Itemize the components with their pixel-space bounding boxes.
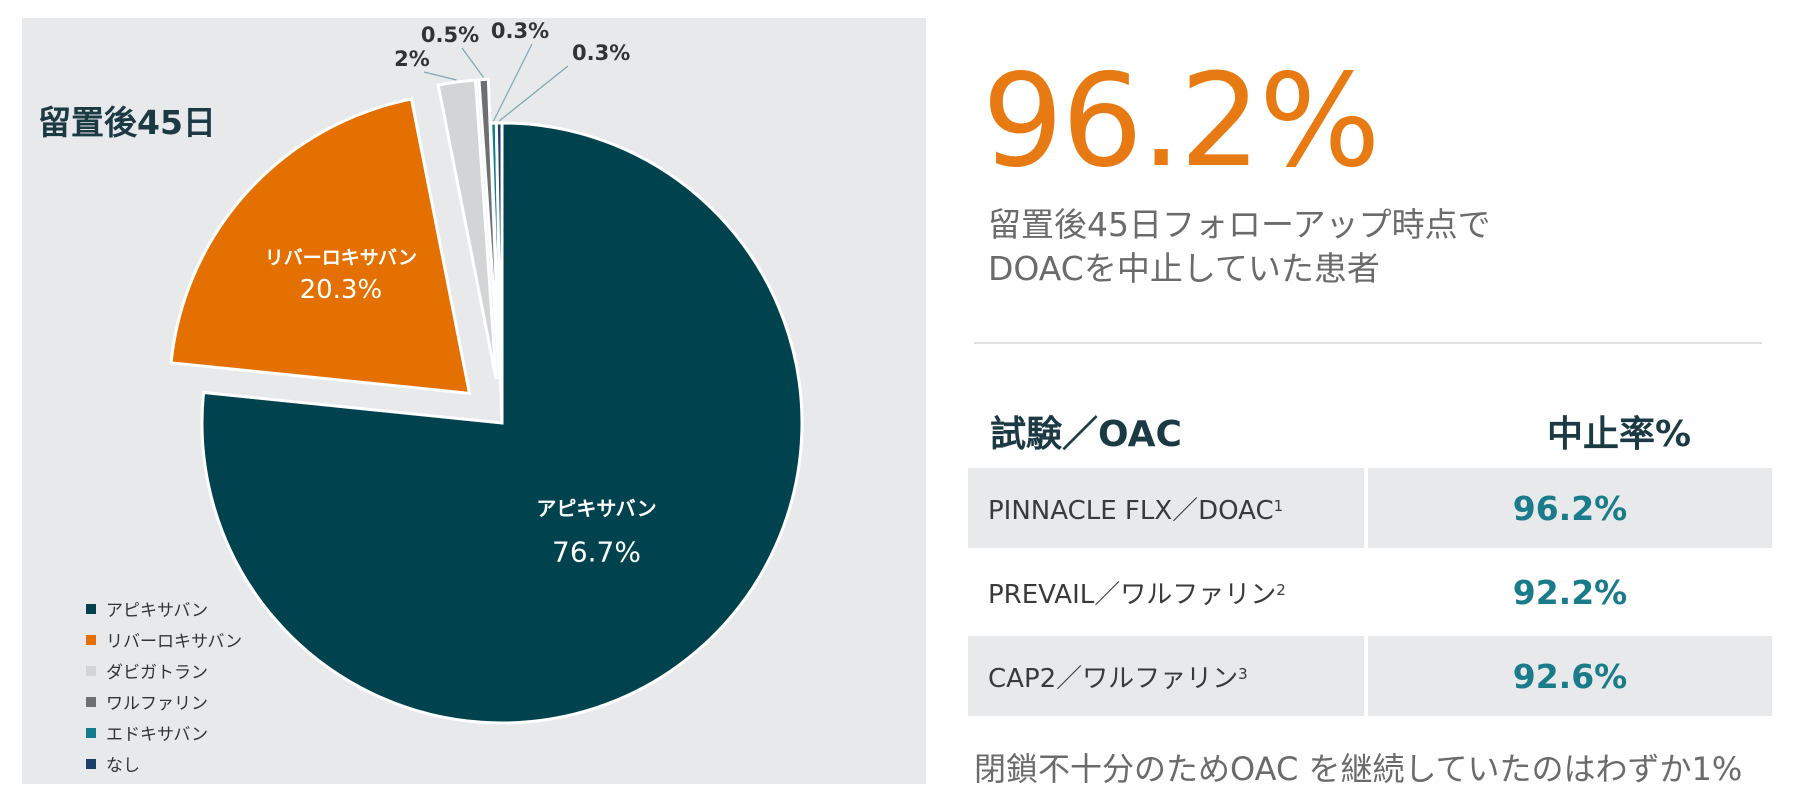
- legend-swatch: [86, 634, 96, 645]
- slice-name-label: アピキサバン: [536, 497, 656, 521]
- headline-stat: 96.2%: [982, 47, 1381, 196]
- results-table: 試験／OAC 中止率% PINNACLE FLX／DOAC 1 96.2% PRE…: [968, 398, 1772, 716]
- slice-value-label: 0.5%: [421, 23, 479, 47]
- legend-item: なし: [86, 748, 242, 779]
- legend-swatch: [86, 758, 96, 769]
- legend-swatch: [86, 727, 96, 738]
- rate-cell: 92.2%: [1368, 552, 1772, 632]
- legend-item: ダビガトラン: [86, 655, 242, 686]
- slice-name-label: リバーロキサバン: [265, 247, 417, 269]
- stat-caption-line1: 留置後45日フォローアップ時点で: [988, 205, 1491, 244]
- legend-label: ダビガトラン: [106, 663, 208, 683]
- reference-sup: 2: [1276, 581, 1286, 599]
- table-row: PREVAIL／ワルファリン 2 92.2%: [968, 552, 1772, 632]
- slice-value-label: 0.3%: [491, 19, 549, 43]
- study-name: CAP2／ワルファリン: [988, 663, 1239, 694]
- table-header: 試験／OAC 中止率%: [968, 398, 1772, 464]
- legend-label: ワルファリン: [106, 694, 208, 714]
- study-cell: CAP2／ワルファリン 3: [968, 636, 1364, 716]
- footnote: 閉鎖不十分のためOAC を継続していたのはわずか1%: [974, 750, 1743, 788]
- leader-line: [461, 47, 485, 78]
- leader-line: [423, 71, 457, 81]
- reference-sup: 3: [1238, 665, 1248, 683]
- leader-line: [498, 65, 569, 122]
- chart-panel: アピキサバン 76.7% リバーロキサバン 20.3% 2% 0.5% 0.3% 0.3% 留…: [22, 18, 926, 784]
- slice-value-label: 20.3%: [300, 275, 383, 305]
- legend-item: エドキサバン: [86, 717, 242, 748]
- reference-sup: 1: [1273, 497, 1284, 515]
- legend-label: アピキサバン: [106, 601, 209, 621]
- header-study: 試験／OAC: [990, 414, 1182, 455]
- slice-value-label: 76.7%: [552, 536, 641, 569]
- study-cell: PREVAIL／ワルファリン 2: [968, 552, 1364, 632]
- legend-swatch: [86, 603, 96, 614]
- pie-chart: アピキサバン 76.7% リバーロキサバン 20.3% 2%0.5% 0.3% 0.3%: [169, 19, 804, 725]
- stat-caption-line2: DOACを中止していた患者: [988, 249, 1380, 288]
- legend-swatch: [86, 696, 96, 707]
- pie-slice-3: [436, 78, 498, 380]
- study-cell: PINNACLE FLX／DOAC 1: [968, 468, 1364, 548]
- legend-label: なし: [106, 756, 140, 776]
- study-name: PREVAIL／ワルファリン: [988, 579, 1277, 610]
- study-name: PINNACLE FLX／DOAC: [988, 495, 1274, 526]
- rate-cell: 96.2%: [1368, 468, 1772, 548]
- pie-slice-4: [477, 77, 502, 380]
- pie-slice-6: [494, 121, 504, 424]
- divider: [974, 342, 1762, 344]
- legend-item: アピキサバン: [86, 593, 242, 624]
- pie-slice-2: [169, 97, 472, 396]
- rate-cell: 92.6%: [1368, 636, 1772, 716]
- legend-item: ワルファリン: [86, 686, 242, 717]
- leader-line: [492, 43, 533, 122]
- table-row: CAP2／ワルファリン 3 92.6%: [968, 636, 1772, 716]
- legend-label: エドキサバン: [106, 725, 209, 745]
- chart-title: 留置後45日: [38, 103, 216, 142]
- legend-swatch: [86, 665, 96, 676]
- table-row: PINNACLE FLX／DOAC 1 96.2%: [968, 468, 1772, 548]
- legend-label: リバーロキサバン: [106, 632, 243, 652]
- slice-value-label: 2%: [394, 47, 430, 71]
- chart-legend: アピキサバンリバーロキサバン ダビガトラン ワルファリン エドキサバン なし: [86, 593, 242, 779]
- slice-value-label: 0.3%: [572, 41, 630, 65]
- header-rate: 中止率%: [1546, 414, 1692, 455]
- legend-item: リバーロキサバン: [86, 624, 242, 655]
